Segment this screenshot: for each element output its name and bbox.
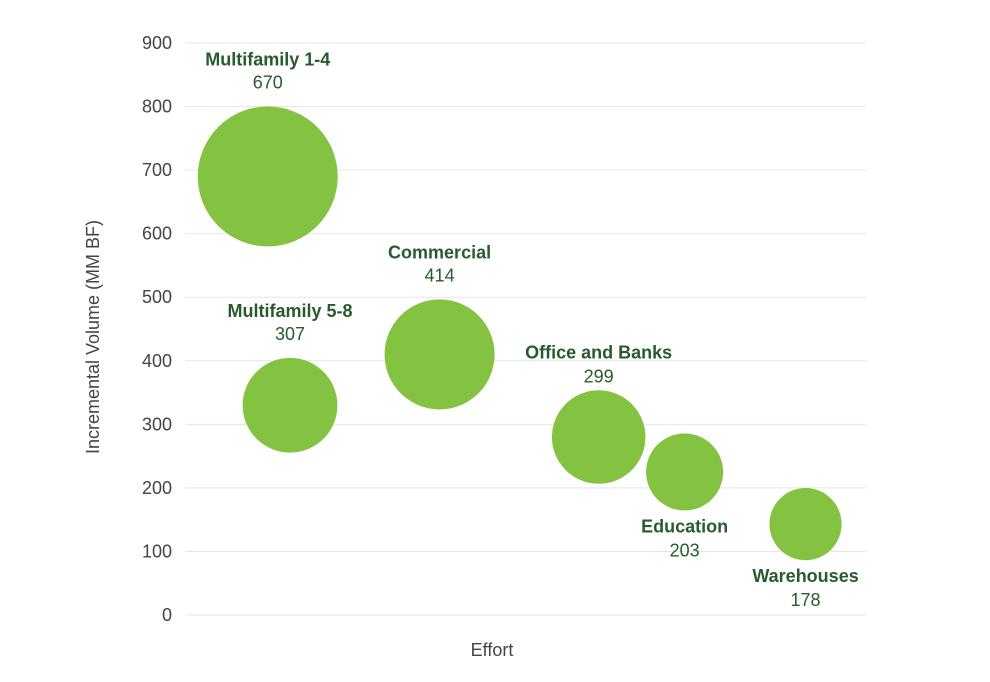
bubble-value-label: 414 <box>425 265 455 285</box>
bubble <box>551 390 646 484</box>
bubble-value-label: 670 <box>253 72 283 92</box>
y-tick-label: 100 <box>142 541 172 561</box>
bubble-name-label: Multifamily 1-4 <box>205 49 330 69</box>
y-tick-label: 400 <box>142 351 172 371</box>
bubble-value-label: 178 <box>791 590 821 610</box>
bubble-name-label: Office and Banks <box>525 342 672 362</box>
y-axis-title: Incremental Volume (MM BF) <box>83 220 103 454</box>
y-tick-label: 200 <box>142 478 172 498</box>
y-tick-labels: 0 100 200 300 400 500 600 700 800 900 <box>142 33 172 625</box>
bubble-value-label: 299 <box>584 366 614 386</box>
y-tick-label: 300 <box>142 414 172 434</box>
bubble-name-label: Education <box>641 517 728 537</box>
y-tick-label: 800 <box>142 97 172 117</box>
y-tick-label: 500 <box>142 287 172 307</box>
bubble-name-label: Commercial <box>388 242 491 262</box>
y-tick-label: 700 <box>142 160 172 180</box>
bubble <box>197 106 338 247</box>
bubble <box>242 357 338 453</box>
y-tick-label: 600 <box>142 224 172 244</box>
bubble-value-label: 203 <box>670 541 700 561</box>
bubble-labels: Multifamily 1-4 670 Multifamily 5-8 307 Comm… <box>205 49 859 610</box>
bubbles <box>197 106 842 561</box>
y-tick-label: 900 <box>142 33 172 53</box>
x-axis-title: Effort <box>471 640 514 660</box>
bubble <box>646 433 724 511</box>
bubble-name-label: Multifamily 5-8 <box>227 301 352 321</box>
bubble-name-label: Warehouses <box>752 566 858 586</box>
bubble-value-label: 307 <box>275 324 305 344</box>
y-tick-label: 0 <box>162 605 172 625</box>
bubble <box>769 488 842 561</box>
bubble <box>384 299 495 410</box>
